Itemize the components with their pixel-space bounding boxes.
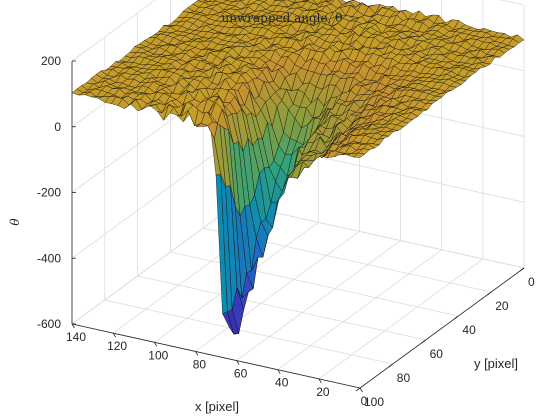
chart-title: unwrapped angle, θ: [222, 11, 343, 25]
x-tick: [112, 332, 116, 338]
x-tick: [195, 351, 199, 356]
surface-cell: [325, 0, 331, 2]
y-tick-label: 80: [397, 371, 411, 385]
y-tick: [388, 363, 394, 368]
x-axis-line: [71, 323, 361, 389]
surface-cell: [203, 0, 212, 2]
surface-cell: [337, 0, 348, 6]
x-axis-label: x [pixel]: [195, 399, 239, 414]
y-tick-label: 100: [364, 395, 384, 409]
axes-tick-labels: 0 20 40 60 80 100 120 140 0 20 40 60 80 100 -600 -400 -2…: [37, 54, 535, 409]
x-tick: [277, 369, 281, 374]
y-tick: [519, 267, 525, 272]
surface-cell: [302, 0, 307, 2]
y-axis-line: [359, 267, 525, 389]
surface-plot: [71, 0, 525, 335]
x-tick-label: 0: [361, 394, 368, 408]
x-tick-label: 100: [148, 348, 168, 362]
x-tick-label: 20: [316, 385, 330, 399]
x-tick: [359, 387, 363, 393]
y-tick: [355, 387, 361, 392]
z-axis-label: θ: [8, 218, 22, 226]
y-tick: [486, 291, 492, 296]
z-tick-label: -600: [37, 317, 61, 331]
x-tick-label: 60: [234, 367, 248, 381]
y-axis-label: y [pixel]: [474, 356, 518, 371]
surface-cell: [257, 0, 268, 3]
y-tick-label: 60: [430, 347, 444, 361]
surface-cell: [287, 0, 297, 3]
y-tick: [421, 339, 426, 344]
y-tick-label: 20: [495, 299, 509, 313]
x-tick-label: 80: [193, 357, 207, 371]
z-tick-label: -400: [37, 251, 61, 265]
z-tick-label: -200: [37, 186, 61, 200]
z-tick-label: 0: [54, 120, 61, 134]
x-tick: [236, 360, 240, 365]
x-tick-label: 120: [107, 339, 127, 353]
z-gridline: [71, 0, 525, 62]
x-tick-label: 140: [66, 330, 86, 344]
x-tick-label: 40: [275, 376, 289, 390]
z-tick-label: 200: [41, 54, 61, 68]
x-tick: [153, 342, 158, 347]
x-tick: [318, 378, 322, 384]
x-tick: [71, 323, 75, 329]
surface-cell: [312, 0, 323, 5]
y-tick-label: 0: [528, 275, 535, 289]
y-tick: [454, 315, 459, 320]
y-tick-label: 40: [462, 323, 476, 337]
